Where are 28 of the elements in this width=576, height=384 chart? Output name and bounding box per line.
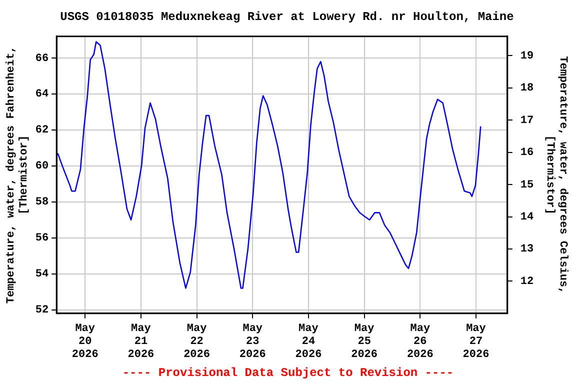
y-tick-label: 54: [35, 268, 49, 281]
y-tick-label: 66: [35, 52, 49, 65]
x-tick-label: May 23 2026: [239, 322, 266, 362]
y2-tick-label: 19: [520, 50, 534, 62]
y-axis-title: Temperature, water, degrees Fahrenheit, [Thermistor]: [5, 46, 31, 304]
y2-tick-label: 15: [520, 179, 534, 192]
y2-tick-label: 17: [520, 114, 534, 127]
chart-title: USGS 01018035 Meduxnekeag River at Lowery Rd. nr Houlton, Maine: [60, 10, 514, 24]
y-tick-label: 56: [35, 232, 49, 245]
x-tick-label: May 22 2026: [184, 322, 210, 362]
y2-tick-label: 16: [520, 147, 534, 160]
y-tick-label: 52: [35, 304, 49, 317]
y-tick-label: 62: [35, 124, 49, 137]
y-tick-label: 64: [35, 88, 49, 101]
y2-axis-title: Temperature, water, degrees Celsius, [Thermistor]: [543, 56, 569, 294]
y2-tick-label: 12: [520, 276, 534, 288]
x-tick-label: May 27 2026: [462, 322, 490, 362]
y2-tick-label: 18: [520, 82, 534, 95]
y2-tick-label: 13: [520, 244, 534, 256]
x-tick-label: May 26 2026: [406, 322, 434, 362]
y-tick-label: 58: [35, 196, 49, 209]
y2-tick-label: 14: [520, 212, 534, 224]
x-tick-label: May 20 2026: [72, 322, 98, 362]
x-tick-label: May 21 2026: [128, 322, 154, 362]
text: ---- Provisional Data Subject to Revision ----: [121, 366, 455, 380]
x-tick-label: May 24 2026: [295, 322, 322, 362]
x-tick-label: May 25 2026: [351, 322, 378, 362]
y-tick-label: 60: [35, 160, 49, 173]
